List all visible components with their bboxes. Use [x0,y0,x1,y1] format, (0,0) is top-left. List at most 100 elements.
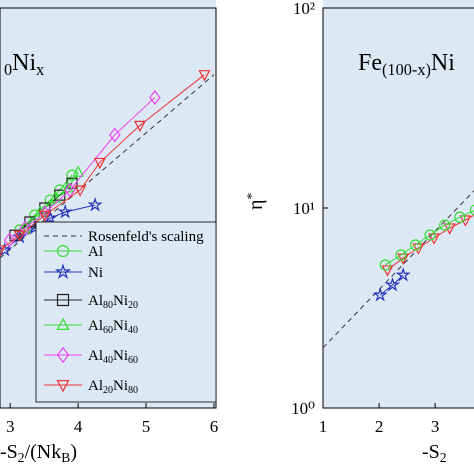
series-line [9,97,156,241]
legend-label-text: Al [88,244,103,260]
x-axis-label: -S2/(NkB) [0,441,77,465]
marker [198,70,211,82]
marker [56,244,70,258]
y-axis-label-part: * [244,193,259,200]
marker [49,191,62,203]
marker [56,346,70,364]
x-axis-label-part: 2 [18,450,25,465]
legend-label: Ni [88,265,103,281]
marker [133,120,146,133]
legend-label-part: 40 [128,325,138,336]
x-axis-label-part: B [61,450,70,465]
legend-label-text: Ni [88,265,103,281]
legend-label-part: Ni [113,348,128,364]
legend-label-part: Ni [113,378,128,394]
y-tick-label: 10¹ [293,199,315,218]
marker [87,197,103,212]
marker [395,249,407,261]
marker [0,245,6,257]
x-axis-label: -S2 [422,441,447,465]
marker [384,277,401,292]
marker [149,89,161,105]
marker [66,169,78,181]
marker [42,210,58,225]
x-tick-label: 6 [210,417,219,436]
legend-label-part: 60 [103,325,113,336]
legend-label-text: Al80Ni20 [88,293,138,311]
legend: Rosenfeld's scalingAlNiAl80Ni20Al60Ni40A… [35,221,217,403]
marker [379,259,391,271]
x-tick-label: 2 [375,417,384,436]
plot-background [323,0,474,408]
legend-label-part: 20 [103,385,113,396]
legend-label-part: Al [88,318,103,334]
legend-label-text: Al40Ni60 [88,348,138,366]
marker [57,204,73,219]
marker [381,265,394,277]
marker [19,221,32,233]
legend-label: Al40Ni60 [88,348,138,366]
marker [424,229,436,241]
x-axis-label-part: /(Nk [25,441,62,463]
marker [13,230,26,243]
marker [372,287,388,302]
legend-label-part: 80 [103,300,113,311]
x-axis-label-part: 2 [440,450,447,465]
series-line [24,171,79,229]
panel-title-part: Ni [12,50,36,76]
y-tick-label: 10⁰ [291,399,315,418]
legend-label-part: Ni [113,293,128,309]
marker [54,263,72,279]
legend-label-part: Al [88,378,103,394]
x-axis-label-part: -S [422,441,440,463]
marker [3,232,16,248]
legend-label-text: Rosenfeld's scaling [88,229,204,245]
series-line [384,210,474,266]
marker [428,233,441,245]
legend-label-part: 20 [128,300,138,311]
x-tick-label: 5 [142,417,151,436]
marker [109,127,121,143]
marker [395,267,411,282]
legend-label-part: Al [88,348,103,364]
legend-box [35,221,217,403]
marker [412,243,425,255]
marker [439,219,451,231]
y-tick-label: 10² [293,0,315,18]
x-tick-label: 3 [431,417,440,436]
marker [56,380,70,393]
panel-title: 0Nix [4,50,44,79]
y-axis-label-part: η [245,200,267,210]
marker [0,241,13,257]
marker [74,185,87,197]
marker [64,182,76,198]
x-tick-label: 1 [319,417,328,436]
y-axis-label: η* [244,193,267,210]
plot-area [323,190,474,349]
x-axis-label-part: -S [0,441,18,463]
legend-label-part: 60 [128,355,138,366]
legend-label-text: Al20Ni80 [88,378,138,396]
marker [93,157,106,170]
legend-label: Rosenfeld's scaling [88,229,204,245]
marker [19,220,31,236]
panel-title-part: x [36,60,44,79]
legend-label: Al [88,244,103,260]
marker [409,239,422,251]
panel-title: Fe(100-x)Ni [358,50,455,79]
plot-frame [0,7,217,409]
marker [454,211,466,223]
legend-label-part: Al [88,293,103,309]
legend-label: Al80Ni20 [88,293,138,311]
legend-label: Al20Ni80 [88,378,138,396]
panel-title-part: Ni [431,50,455,76]
legend-label-part: 40 [103,355,113,366]
series-line [19,174,73,231]
marker [56,293,70,307]
x-tick-label: 3 [6,417,15,436]
marker [469,204,474,216]
panel-title-part: (100-x) [382,60,431,79]
marker [54,189,66,201]
marker [56,317,70,330]
